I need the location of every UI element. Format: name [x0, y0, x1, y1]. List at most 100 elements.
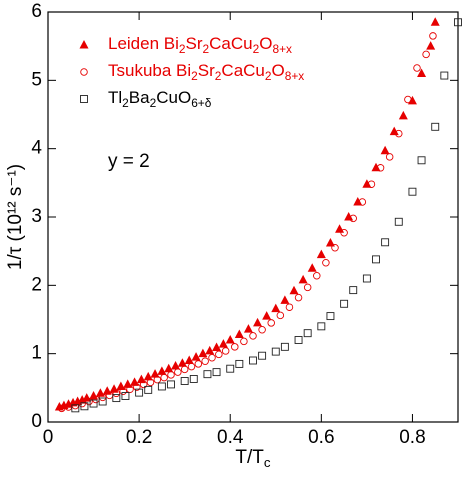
point [372, 255, 380, 264]
point [171, 360, 181, 370]
point [121, 392, 130, 400]
point [417, 68, 427, 77]
point [422, 50, 430, 59]
point [150, 369, 160, 378]
point [362, 179, 372, 188]
point [235, 359, 244, 368]
point [258, 351, 267, 360]
point [184, 355, 194, 364]
point [157, 366, 167, 375]
point [271, 303, 281, 313]
y-tick-label: 4 [31, 138, 42, 159]
point [157, 382, 166, 391]
point [325, 237, 335, 247]
point [164, 363, 174, 373]
legend-label: Leiden Bi2​Sr2​CaCu2​O8+x​ [108, 34, 292, 56]
point [191, 352, 201, 361]
point [180, 365, 189, 374]
point [408, 187, 417, 196]
point [85, 397, 93, 406]
point [146, 378, 155, 387]
point [80, 402, 89, 411]
point [298, 274, 308, 284]
point [98, 393, 107, 402]
point [139, 380, 148, 389]
point [358, 198, 367, 206]
point [167, 380, 175, 389]
point [212, 342, 222, 352]
point [276, 311, 285, 320]
point [194, 360, 203, 368]
point [280, 295, 290, 304]
point [349, 214, 357, 223]
point [243, 324, 253, 333]
point [380, 145, 390, 155]
point [153, 375, 162, 384]
point [119, 387, 127, 396]
point [307, 263, 317, 272]
point [389, 126, 399, 136]
point [71, 404, 80, 413]
point [95, 388, 105, 397]
y-tick-label: 0 [31, 411, 42, 432]
point [82, 393, 92, 402]
point [249, 356, 257, 365]
point [240, 337, 248, 346]
point [426, 41, 436, 50]
point [417, 156, 426, 165]
point [167, 371, 175, 379]
point [98, 397, 107, 406]
point [317, 322, 326, 331]
point [340, 228, 348, 237]
legend-marker [79, 40, 89, 49]
point [226, 364, 235, 373]
point [313, 272, 321, 280]
point [262, 311, 272, 320]
point [335, 224, 345, 233]
point [376, 164, 385, 172]
x-tick-label: 0 [43, 427, 54, 448]
x-tick-label: 0.4 [217, 427, 244, 448]
legend-label: Tsukuba Bi2​Sr2​CaCu2​O8+x​ [108, 61, 304, 83]
point [440, 71, 449, 80]
point [316, 249, 326, 259]
point [267, 319, 275, 327]
point [126, 385, 134, 393]
point [89, 391, 99, 400]
point [294, 293, 303, 302]
point [221, 347, 230, 355]
point [78, 399, 86, 408]
point [177, 358, 187, 367]
point [253, 317, 263, 327]
point [362, 274, 371, 283]
point [289, 285, 299, 295]
point [112, 389, 121, 398]
point [381, 238, 390, 247]
legend-label: Tl2​Ba2​CuO6+δ​ [108, 88, 212, 110]
y-tick-label: 2 [31, 274, 42, 295]
point [413, 64, 421, 72]
point [133, 383, 141, 391]
point [231, 343, 239, 351]
point [258, 326, 266, 334]
point [353, 196, 363, 206]
y-tick-label: 1 [31, 343, 42, 364]
point [367, 180, 376, 188]
point [205, 345, 215, 355]
x-tick-label: 0.8 [399, 427, 425, 448]
point [198, 348, 208, 358]
y-tick-label: 5 [31, 69, 42, 90]
point [208, 354, 216, 362]
point [398, 110, 408, 120]
point [249, 332, 257, 340]
point [143, 371, 153, 381]
point [404, 95, 412, 104]
point [431, 122, 440, 131]
point [371, 162, 381, 172]
point [454, 18, 462, 27]
point [430, 17, 440, 26]
x-tick-label: 0.2 [126, 427, 152, 448]
legend-marker [80, 68, 88, 76]
point [109, 384, 119, 393]
